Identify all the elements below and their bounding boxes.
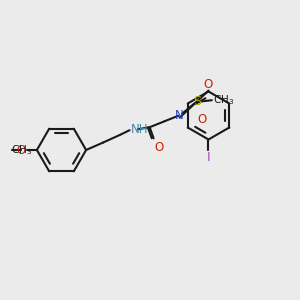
Text: N: N [175, 109, 184, 122]
Text: O: O [198, 113, 207, 126]
Text: CH$_3$: CH$_3$ [213, 93, 234, 107]
Text: O: O [17, 143, 26, 157]
Text: O: O [154, 141, 163, 154]
Text: CH$_3$: CH$_3$ [11, 143, 33, 157]
Text: I: I [207, 151, 210, 164]
Text: S: S [193, 95, 201, 108]
Text: O: O [203, 78, 212, 91]
Text: NH: NH [131, 123, 148, 136]
